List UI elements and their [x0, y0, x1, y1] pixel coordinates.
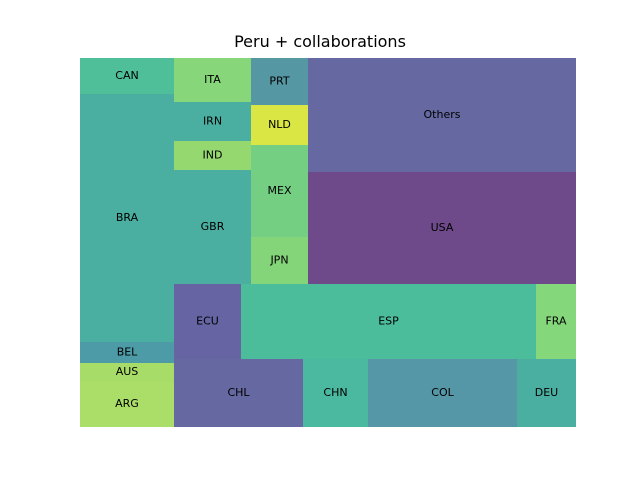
tile-label-jpn: JPN [269, 254, 288, 267]
tile-label-chn: CHN [323, 386, 347, 399]
tile-label-bel: BEL [117, 346, 138, 359]
tile-ita [174, 58, 251, 102]
tile-ecu [174, 284, 241, 359]
tile-others [308, 58, 576, 172]
tile-deu [517, 359, 576, 427]
tile-jpn [251, 237, 308, 284]
tile-label-irn: IRN [203, 115, 222, 128]
tile-label-prt: PRT [269, 75, 289, 88]
tile-irn [174, 102, 251, 141]
tile-label-fra: FRA [545, 315, 567, 328]
tile-col [368, 359, 517, 427]
tile-chn [303, 359, 368, 427]
tile-label-col: COL [431, 386, 454, 399]
tile-usa [308, 172, 576, 284]
tile-label-aus: AUS [116, 365, 139, 378]
tile-chl [174, 359, 303, 427]
tile-nld [251, 105, 308, 145]
tile-can [80, 58, 174, 94]
tile-prt [251, 58, 308, 105]
tile-label-mex: MEX [268, 184, 292, 197]
tile-label-nld: NLD [268, 118, 291, 131]
tile-label-esp: ESP [378, 315, 399, 328]
tile-label-can: CAN [115, 69, 138, 82]
tile-mex [251, 145, 308, 237]
tile-bra [80, 94, 174, 342]
chart-title: Peru + collaborations [234, 32, 406, 51]
tile-label-usa: USA [431, 221, 454, 234]
tile-fra [536, 284, 576, 359]
tile-gbr [174, 170, 251, 284]
tile-aus [80, 363, 174, 382]
tile-ind [174, 141, 251, 170]
tile-label-chl: CHL [227, 386, 250, 399]
tile-label-ita: ITA [204, 73, 221, 86]
tile-label-ind: IND [203, 149, 223, 162]
tile-label-bra: BRA [116, 211, 139, 224]
tile-label-others: Others [424, 108, 461, 121]
tile-label-ecu: ECU [196, 315, 219, 328]
tile-label-arg: ARG [115, 397, 139, 410]
tile-label-gbr: GBR [201, 220, 225, 233]
tile-label-deu: DEU [535, 386, 558, 399]
tile-arg [80, 382, 174, 427]
tile-bel [80, 342, 174, 363]
tile-esp [241, 284, 536, 359]
